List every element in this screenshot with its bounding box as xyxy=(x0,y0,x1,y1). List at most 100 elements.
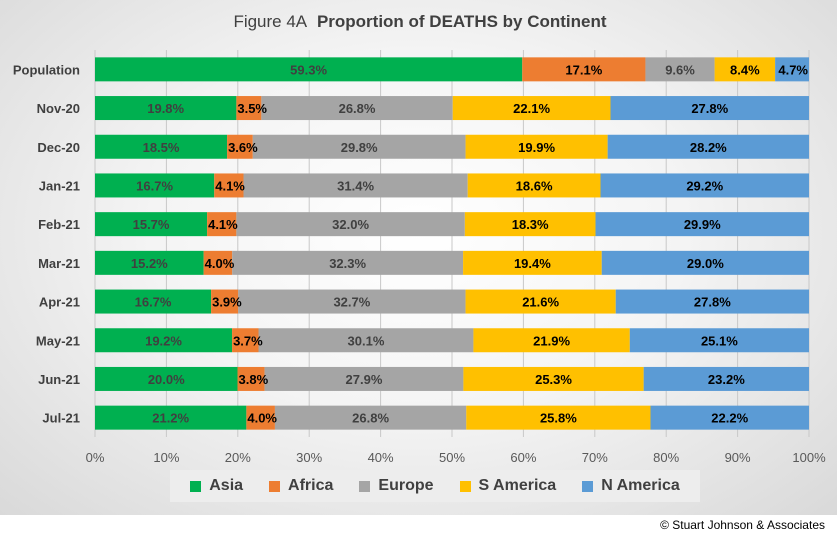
data-label: 18.5% xyxy=(143,140,180,155)
data-label: 27.8% xyxy=(691,101,728,116)
x-tick-label: 10% xyxy=(153,450,179,465)
data-label: 8.4% xyxy=(730,62,760,77)
legend-swatch xyxy=(582,480,594,492)
data-label: 22.1% xyxy=(513,101,550,116)
bar-segment xyxy=(95,250,204,275)
data-label: 19.8% xyxy=(147,101,184,116)
chart-area: Figure 4A Proportion of DEATHS by Contin… xyxy=(0,0,837,515)
legend-item: Africa xyxy=(269,477,333,495)
data-label: 3.5% xyxy=(237,101,267,116)
bars-layer xyxy=(95,57,809,430)
bar-segment xyxy=(258,328,474,353)
bar-segment xyxy=(95,173,215,198)
category-label: Nov-20 xyxy=(37,101,80,116)
x-tick-label: 30% xyxy=(296,450,322,465)
bar-segment xyxy=(645,57,715,82)
data-label: 21.6% xyxy=(522,295,559,310)
bar-segment xyxy=(650,405,809,430)
x-tick-label: 80% xyxy=(653,450,679,465)
legend-swatch xyxy=(359,480,371,492)
bar-segment xyxy=(473,328,630,353)
bar-segment xyxy=(264,366,464,391)
data-label: 32.0% xyxy=(332,217,369,232)
bar-segment xyxy=(95,289,212,314)
bar-segment xyxy=(261,96,453,121)
bar-segment xyxy=(463,366,644,391)
legend: Asia Africa Europe S America N America xyxy=(170,470,700,502)
legend-label: N America xyxy=(601,477,680,494)
bar-segment xyxy=(95,328,233,353)
x-tick-label: 100% xyxy=(792,450,826,465)
bar-segment xyxy=(237,366,265,391)
legend-item: N America xyxy=(582,477,680,495)
data-label: 59.3% xyxy=(290,62,327,77)
data-label: 4.0% xyxy=(247,411,277,426)
data-label: 29.9% xyxy=(684,217,721,232)
bar-segment xyxy=(246,405,275,430)
data-label: 31.4% xyxy=(337,178,374,193)
data-label: 29.8% xyxy=(341,140,378,155)
category-label: Jun-21 xyxy=(38,372,80,387)
legend-swatch xyxy=(190,480,202,492)
category-label: Jul-21 xyxy=(42,411,80,426)
bar-segment xyxy=(232,328,259,353)
data-label: 4.7% xyxy=(778,62,808,77)
chart-title-main: Proportion of DEATHS by Continent xyxy=(317,12,607,31)
category-label: May-21 xyxy=(36,333,80,348)
bar-segment xyxy=(95,96,237,121)
data-label: 26.8% xyxy=(339,101,376,116)
bar-segment xyxy=(465,289,616,314)
data-label: 4.0% xyxy=(205,256,235,271)
legend-item: Asia xyxy=(190,477,243,495)
legend-label: Europe xyxy=(378,477,434,494)
data-label: 20.0% xyxy=(148,372,185,387)
bar-segment xyxy=(463,250,602,275)
bar-segment xyxy=(610,96,809,121)
data-label: 25.8% xyxy=(540,411,577,426)
legend-item: S America xyxy=(459,477,556,495)
bar-segment xyxy=(207,212,237,237)
legend-label: Asia xyxy=(209,477,244,494)
x-tick-label: 0% xyxy=(86,450,105,465)
bar-segment xyxy=(643,366,809,391)
data-label: 30.1% xyxy=(348,333,385,348)
data-label: 4.1% xyxy=(215,178,245,193)
legend-item: Europe xyxy=(359,477,434,495)
legend-swatch xyxy=(459,480,471,492)
data-label: 29.0% xyxy=(687,256,724,271)
bar-segment xyxy=(615,289,809,314)
category-label: Dec-20 xyxy=(37,140,80,155)
data-label: 4.1% xyxy=(208,217,238,232)
bar-segment xyxy=(775,57,809,82)
chart-svg: Figure 4A Proportion of DEATHS by Contin… xyxy=(13,12,826,465)
bar-segment xyxy=(236,96,262,121)
data-label: 19.2% xyxy=(145,333,182,348)
category-label: Feb-21 xyxy=(38,217,80,232)
chart-title-prefix: Figure 4A xyxy=(233,12,307,31)
data-label: 25.3% xyxy=(535,372,572,387)
data-label: 28.2% xyxy=(690,140,727,155)
data-label: 25.1% xyxy=(701,333,738,348)
data-label: 19.9% xyxy=(518,140,555,155)
data-label: 21.2% xyxy=(152,411,189,426)
bar-segment xyxy=(95,405,247,430)
bar-segment xyxy=(467,173,601,198)
data-label: 18.3% xyxy=(512,217,549,232)
data-label: 3.7% xyxy=(233,333,263,348)
bar-segment xyxy=(465,134,608,159)
bar-segment xyxy=(601,250,809,275)
legend-label: Africa xyxy=(288,477,334,494)
bar-segment xyxy=(95,57,523,82)
data-label: 27.9% xyxy=(346,372,383,387)
data-label: 22.2% xyxy=(711,411,748,426)
legend-swatch xyxy=(269,480,281,492)
data-label: 29.2% xyxy=(686,178,723,193)
x-tick-label: 20% xyxy=(225,450,251,465)
data-label: 18.6% xyxy=(516,178,553,193)
bar-segment xyxy=(236,212,465,237)
category-label: Jan-21 xyxy=(39,178,80,193)
category-label: Mar-21 xyxy=(38,256,80,271)
bar-segment xyxy=(464,212,596,237)
data-label: 32.3% xyxy=(329,256,366,271)
x-tick-label: 50% xyxy=(439,450,465,465)
